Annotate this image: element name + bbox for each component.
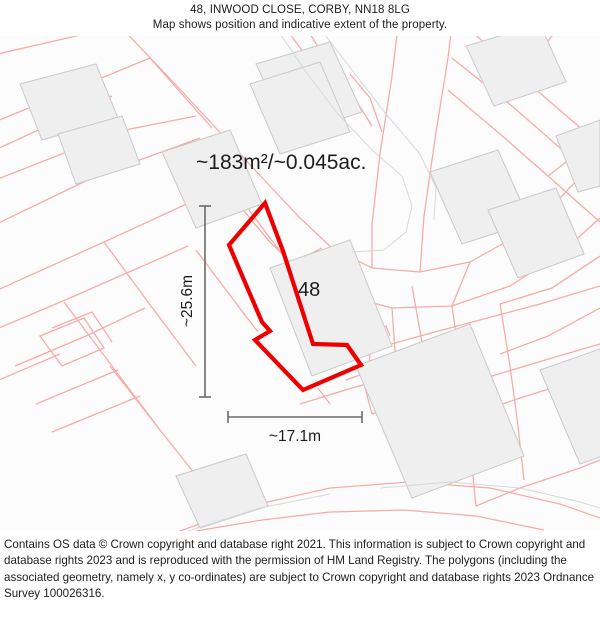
building-footprints	[19, 36, 600, 529]
road-edges	[187, 36, 600, 531]
parcel-number-label: 48	[298, 279, 320, 301]
area-label: ~183m²/~0.045ac.	[196, 151, 366, 174]
vertical-dimension-label: ~25.6m	[179, 275, 196, 327]
horizontal-dimension-label: ~17.1m	[269, 428, 321, 445]
copyright-footer: Contains OS data © Crown copyright and d…	[0, 531, 600, 625]
map-svg: ~183m²/~0.045ac. 48 ~25.6m ~17.1m	[0, 36, 600, 531]
property-extent-polygon[interactable]	[226, 198, 365, 393]
page-subtitle: Map shows position and indicative extent…	[152, 19, 448, 31]
map-header: 48, INWOOD CLOSE, CORBY, NN18 8LG Map sh…	[0, 0, 600, 36]
copyright-text: Contains OS data © Crown copyright and d…	[4, 538, 595, 601]
page-title: 48, INWOOD CLOSE, CORBY, NN18 8LG	[190, 4, 410, 16]
dimension-bars	[199, 205, 363, 423]
map-canvas[interactable]: ~183m²/~0.045ac. 48 ~25.6m ~17.1m	[0, 36, 600, 531]
